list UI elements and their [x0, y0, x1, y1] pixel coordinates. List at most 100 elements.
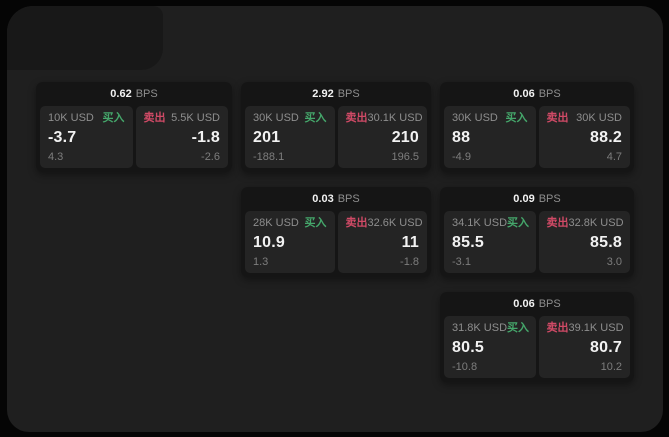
sell-panel[interactable]: 卖出 30.1K USD 210 196.5 [337, 106, 427, 168]
sell-delta: 3.0 [606, 256, 622, 268]
buy-panel[interactable]: 34.1K USD 买入 85.5 -3.1 [444, 211, 536, 273]
buy-panel[interactable]: 30K USD 买入 201 -188.1 [245, 106, 335, 168]
buy-delta: -10.8 [452, 361, 478, 373]
sell-panel-top: 卖出 5.5K USD [144, 112, 221, 125]
buy-panel[interactable]: 30K USD 买入 88 -4.9 [444, 106, 536, 168]
buy-delta: 1.3 [253, 256, 269, 268]
card-header: 0.06 BPS [440, 292, 634, 316]
buy-panel-top: 10K USD 买入 [48, 112, 125, 125]
buy-size: 34.1K USD [452, 217, 508, 229]
sell-panel-top: 卖出 30K USD [547, 112, 623, 125]
sell-side-label: 卖出 [546, 112, 569, 124]
buy-panel-top: 28K USD 买入 [253, 217, 327, 230]
sell-panel-top: 卖出 32.6K USD [345, 217, 423, 230]
sell-side-label: 卖出 [345, 112, 368, 124]
bps-value: 2.92 [312, 88, 334, 100]
card-header: 0.62 BPS [36, 82, 232, 106]
buy-panel-top: 34.1K USD 买入 [452, 217, 529, 230]
buy-panel[interactable]: 31.8K USD 买入 80.5 -10.8 [444, 316, 536, 378]
buy-price: -3.7 [48, 129, 77, 146]
bps-unit-label: BPS [538, 193, 561, 205]
sell-size: 5.5K USD [171, 112, 220, 124]
card-body: 34.1K USD 买入 85.5 -3.1 卖出 32.8K USD 85.8… [444, 211, 630, 273]
card-body: 28K USD 买入 10.9 1.3 卖出 32.6K USD 11 -1.8 [245, 211, 427, 273]
sell-price: 210 [391, 129, 419, 146]
sell-size: 39.1K USD [568, 322, 624, 334]
sell-panel[interactable]: 卖出 39.1K USD 80.7 10.2 [538, 316, 630, 378]
buy-price: 88 [452, 129, 471, 146]
quote-card: 2.92 BPS 30K USD 买入 201 -188.1 卖出 30.1K … [241, 82, 431, 172]
sell-side-label: 卖出 [546, 322, 569, 334]
card-body: 30K USD 买入 201 -188.1 卖出 30.1K USD 210 1… [245, 106, 427, 168]
card-body: 10K USD 买入 -3.7 4.3 卖出 5.5K USD -1.8 -2.… [40, 106, 228, 168]
buy-price: 85.5 [452, 234, 484, 251]
buy-size: 28K USD [253, 217, 299, 229]
card-header: 0.06 BPS [440, 82, 634, 106]
buy-delta: 4.3 [48, 151, 64, 163]
app-window: 0.62 BPS 10K USD 买入 -3.7 4.3 卖出 5.5K USD… [7, 6, 663, 432]
quote-card: 0.62 BPS 10K USD 买入 -3.7 4.3 卖出 5.5K USD… [36, 82, 232, 172]
buy-delta: -4.9 [452, 151, 471, 163]
sell-side-label: 卖出 [345, 217, 368, 229]
quote-card: 0.06 BPS 30K USD 买入 88 -4.9 卖出 30K USD 8… [440, 82, 634, 172]
bps-unit-label: BPS [538, 88, 561, 100]
card-body: 30K USD 买入 88 -4.9 卖出 30K USD 88.2 4.7 [444, 106, 630, 168]
buy-side-label: 买入 [304, 112, 327, 124]
buy-side-label: 买入 [102, 112, 125, 124]
corner-shade [7, 6, 163, 70]
quote-card: 0.06 BPS 31.8K USD 买入 80.5 -10.8 卖出 39.1… [440, 292, 634, 382]
bps-value: 0.62 [110, 88, 132, 100]
bps-value: 0.06 [513, 298, 535, 310]
sell-size: 32.8K USD [568, 217, 624, 229]
buy-side-label: 买入 [304, 217, 327, 229]
sell-panel[interactable]: 卖出 32.8K USD 85.8 3.0 [538, 211, 630, 273]
bps-unit-label: BPS [337, 88, 360, 100]
buy-panel[interactable]: 28K USD 买入 10.9 1.3 [245, 211, 335, 273]
bps-unit-label: BPS [337, 193, 360, 205]
sell-delta: -1.8 [400, 256, 419, 268]
buy-delta: -188.1 [253, 151, 285, 163]
buy-price: 201 [253, 129, 281, 146]
sell-price: 11 [401, 234, 419, 251]
sell-size: 32.6K USD [367, 217, 423, 229]
sell-price: 88.2 [590, 129, 622, 146]
sell-panel-top: 卖出 32.8K USD [546, 217, 624, 230]
quote-card: 0.03 BPS 28K USD 买入 10.9 1.3 卖出 32.6K US… [241, 187, 431, 277]
card-body: 31.8K USD 买入 80.5 -10.8 卖出 39.1K USD 80.… [444, 316, 630, 378]
bps-unit-label: BPS [538, 298, 561, 310]
sell-panel[interactable]: 卖出 5.5K USD -1.8 -2.6 [135, 106, 228, 168]
sell-price: 80.7 [590, 339, 622, 356]
sell-size: 30.1K USD [367, 112, 423, 124]
cards-grid: 0.62 BPS 10K USD 买入 -3.7 4.3 卖出 5.5K USD… [36, 82, 634, 382]
sell-delta: -2.6 [201, 151, 220, 163]
sell-delta: 10.2 [600, 361, 622, 373]
sell-panel-top: 卖出 39.1K USD [546, 322, 624, 335]
bps-value: 0.06 [513, 88, 535, 100]
buy-side-label: 买入 [507, 322, 530, 334]
bps-value: 0.09 [513, 193, 535, 205]
card-header: 0.09 BPS [440, 187, 634, 211]
sell-delta: 4.7 [606, 151, 622, 163]
sell-side-label: 卖出 [546, 217, 569, 229]
buy-size: 30K USD [253, 112, 299, 124]
buy-delta: -3.1 [452, 256, 471, 268]
card-header: 0.03 BPS [241, 187, 431, 211]
buy-size: 10K USD [48, 112, 94, 124]
sell-panel[interactable]: 卖出 30K USD 88.2 4.7 [538, 106, 630, 168]
buy-size: 30K USD [452, 112, 498, 124]
buy-panel-top: 30K USD 买入 [452, 112, 528, 125]
bps-value: 0.03 [312, 193, 334, 205]
buy-panel-top: 31.8K USD 买入 [452, 322, 530, 335]
card-header: 2.92 BPS [241, 82, 431, 106]
sell-panel-top: 卖出 30.1K USD [345, 112, 423, 125]
buy-size: 31.8K USD [452, 322, 508, 334]
sell-size: 30K USD [576, 112, 622, 124]
quote-card: 0.09 BPS 34.1K USD 买入 85.5 -3.1 卖出 32.8K… [440, 187, 634, 277]
sell-delta: 196.5 [391, 151, 419, 163]
buy-panel[interactable]: 10K USD 买入 -3.7 4.3 [40, 106, 133, 168]
sell-side-label: 卖出 [143, 112, 166, 124]
buy-panel-top: 30K USD 买入 [253, 112, 327, 125]
sell-price: 85.8 [590, 234, 622, 251]
sell-panel[interactable]: 卖出 32.6K USD 11 -1.8 [337, 211, 427, 273]
buy-price: 80.5 [452, 339, 484, 356]
